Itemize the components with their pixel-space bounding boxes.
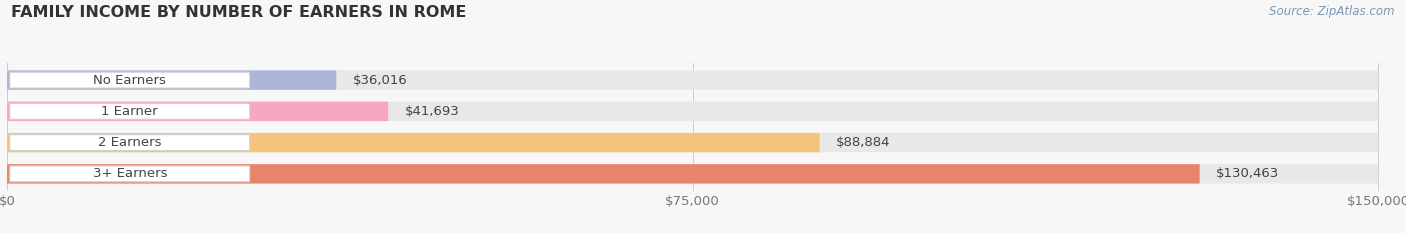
FancyBboxPatch shape bbox=[7, 102, 388, 121]
Text: No Earners: No Earners bbox=[93, 74, 166, 87]
FancyBboxPatch shape bbox=[7, 70, 1378, 90]
FancyBboxPatch shape bbox=[10, 72, 250, 88]
FancyBboxPatch shape bbox=[7, 133, 1378, 152]
FancyBboxPatch shape bbox=[10, 166, 250, 182]
Text: 3+ Earners: 3+ Earners bbox=[93, 167, 167, 180]
FancyBboxPatch shape bbox=[7, 133, 820, 152]
Text: FAMILY INCOME BY NUMBER OF EARNERS IN ROME: FAMILY INCOME BY NUMBER OF EARNERS IN RO… bbox=[11, 5, 467, 20]
FancyBboxPatch shape bbox=[7, 102, 1378, 121]
Text: $36,016: $36,016 bbox=[353, 74, 408, 87]
Text: 1 Earner: 1 Earner bbox=[101, 105, 157, 118]
FancyBboxPatch shape bbox=[10, 135, 250, 151]
FancyBboxPatch shape bbox=[7, 70, 336, 90]
Text: $130,463: $130,463 bbox=[1216, 167, 1279, 180]
Text: $88,884: $88,884 bbox=[837, 136, 890, 149]
FancyBboxPatch shape bbox=[7, 164, 1378, 184]
Text: $41,693: $41,693 bbox=[405, 105, 460, 118]
Text: 2 Earners: 2 Earners bbox=[98, 136, 162, 149]
FancyBboxPatch shape bbox=[10, 103, 250, 119]
FancyBboxPatch shape bbox=[7, 164, 1199, 184]
Text: Source: ZipAtlas.com: Source: ZipAtlas.com bbox=[1270, 5, 1395, 18]
